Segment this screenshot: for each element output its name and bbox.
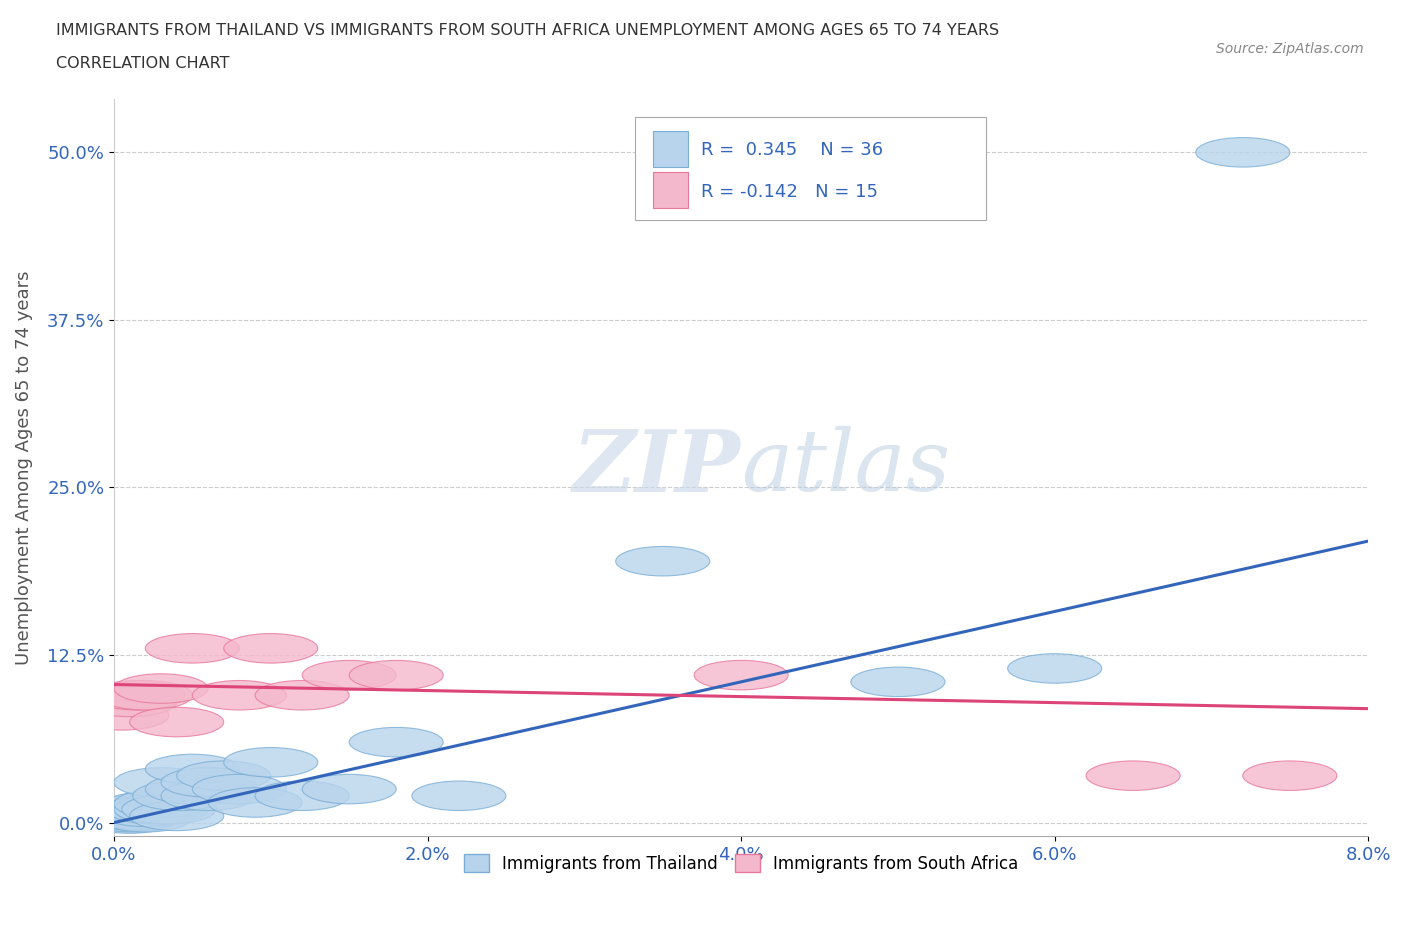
- Ellipse shape: [105, 794, 200, 824]
- Ellipse shape: [83, 799, 177, 828]
- FancyBboxPatch shape: [634, 117, 986, 220]
- Ellipse shape: [98, 803, 193, 832]
- Ellipse shape: [114, 794, 208, 824]
- Ellipse shape: [76, 803, 170, 832]
- Ellipse shape: [101, 791, 195, 821]
- Ellipse shape: [177, 761, 271, 790]
- Ellipse shape: [851, 667, 945, 697]
- Ellipse shape: [98, 681, 193, 710]
- Text: Source: ZipAtlas.com: Source: ZipAtlas.com: [1216, 42, 1364, 56]
- Ellipse shape: [162, 781, 254, 811]
- Ellipse shape: [162, 767, 254, 797]
- Ellipse shape: [208, 788, 302, 817]
- Ellipse shape: [224, 748, 318, 777]
- Ellipse shape: [1195, 138, 1289, 167]
- Ellipse shape: [94, 794, 187, 824]
- Ellipse shape: [349, 660, 443, 690]
- Ellipse shape: [132, 781, 226, 811]
- Ellipse shape: [129, 801, 224, 830]
- Ellipse shape: [254, 681, 349, 710]
- Legend: Immigrants from Thailand, Immigrants from South Africa: Immigrants from Thailand, Immigrants fro…: [457, 848, 1025, 879]
- Ellipse shape: [80, 800, 173, 830]
- Ellipse shape: [90, 801, 184, 830]
- Ellipse shape: [83, 687, 177, 717]
- Y-axis label: Unemployment Among Ages 65 to 74 years: Unemployment Among Ages 65 to 74 years: [15, 270, 32, 665]
- Text: IMMIGRANTS FROM THAILAND VS IMMIGRANTS FROM SOUTH AFRICA UNEMPLOYMENT AMONG AGES: IMMIGRANTS FROM THAILAND VS IMMIGRANTS F…: [56, 23, 1000, 38]
- Ellipse shape: [98, 797, 193, 827]
- Text: CORRELATION CHART: CORRELATION CHART: [56, 56, 229, 71]
- Ellipse shape: [302, 775, 396, 804]
- Ellipse shape: [1243, 761, 1337, 790]
- Ellipse shape: [122, 794, 217, 824]
- Ellipse shape: [1085, 761, 1180, 790]
- Ellipse shape: [75, 700, 169, 730]
- Text: R = -0.142   N = 15: R = -0.142 N = 15: [702, 182, 877, 201]
- Ellipse shape: [302, 660, 396, 690]
- Ellipse shape: [349, 727, 443, 757]
- Ellipse shape: [193, 775, 287, 804]
- Text: ZIP: ZIP: [574, 426, 741, 509]
- Ellipse shape: [86, 803, 180, 832]
- Ellipse shape: [1008, 654, 1102, 684]
- Ellipse shape: [145, 754, 239, 784]
- Ellipse shape: [695, 660, 789, 690]
- Ellipse shape: [145, 775, 239, 804]
- Ellipse shape: [193, 681, 287, 710]
- Ellipse shape: [114, 767, 208, 797]
- Ellipse shape: [83, 804, 177, 833]
- Ellipse shape: [616, 547, 710, 576]
- Ellipse shape: [254, 781, 349, 811]
- Text: atlas: atlas: [741, 426, 950, 509]
- Ellipse shape: [114, 674, 208, 703]
- Ellipse shape: [75, 801, 169, 830]
- Ellipse shape: [114, 789, 208, 818]
- Ellipse shape: [91, 800, 186, 830]
- Text: R =  0.345    N = 36: R = 0.345 N = 36: [702, 140, 883, 159]
- Ellipse shape: [224, 633, 318, 663]
- Ellipse shape: [87, 797, 181, 827]
- Ellipse shape: [90, 681, 184, 710]
- Ellipse shape: [412, 781, 506, 811]
- Bar: [654, 131, 689, 166]
- Ellipse shape: [129, 708, 224, 737]
- Ellipse shape: [145, 633, 239, 663]
- Bar: [654, 172, 689, 207]
